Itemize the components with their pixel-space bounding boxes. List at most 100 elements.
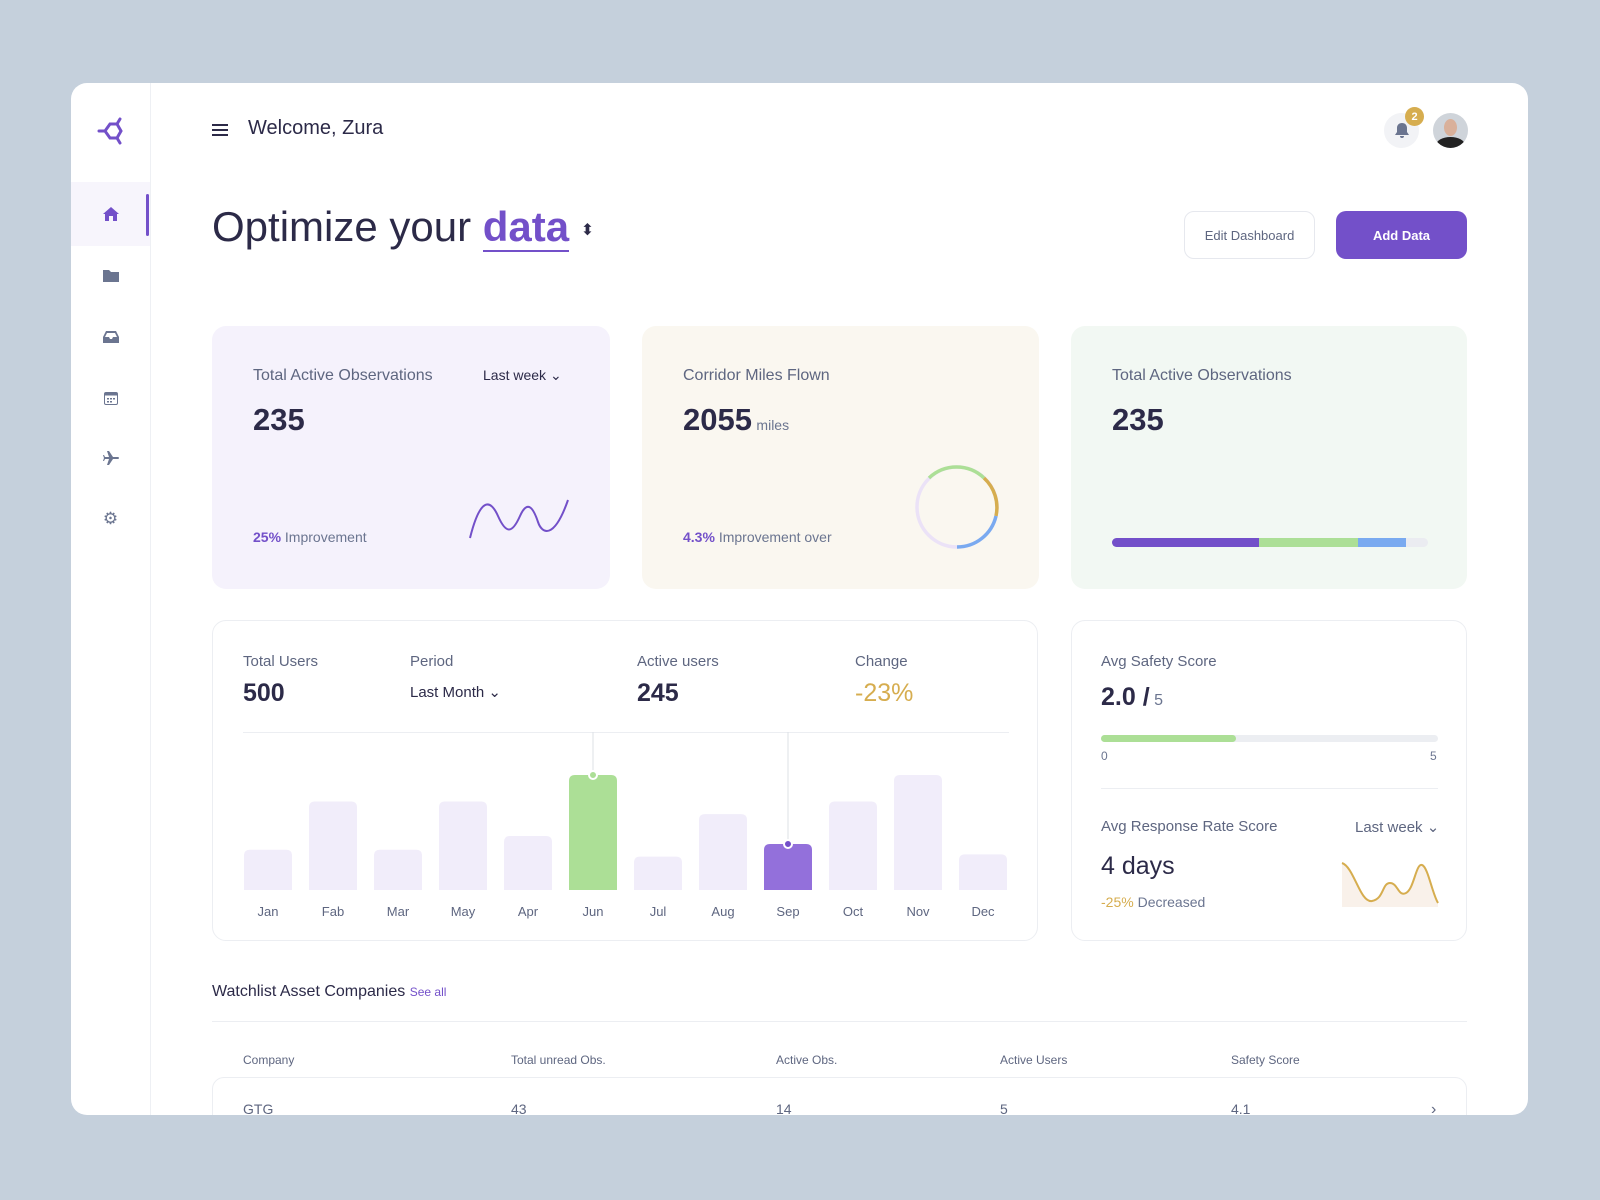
response-period-dropdown[interactable]: Last week ⌄ — [1355, 819, 1440, 836]
total-users-label: Total Users — [243, 653, 319, 670]
sidebar-item-calendar[interactable] — [71, 366, 150, 430]
sidebar-item-flights[interactable] — [71, 426, 150, 490]
progress-segment — [1112, 538, 1259, 547]
segmented-progress-bar — [1112, 538, 1428, 547]
cell-safety: 4.1 — [1231, 1101, 1251, 1115]
period-label: Period — [410, 653, 454, 670]
sort-icon[interactable]: ⬍ — [580, 221, 595, 239]
column-header[interactable]: Company — [243, 1053, 295, 1067]
card-title: Total Active Observations — [253, 367, 433, 384]
miles-card: Corridor Miles Flown 2055 miles 4.3% Imp… — [642, 326, 1039, 589]
card-change: 25% Improvement — [253, 529, 367, 545]
cell-active-users: 5 — [1000, 1101, 1008, 1115]
card-value: 235 — [253, 402, 305, 437]
card-title: Total Active Observations — [1112, 367, 1292, 384]
inbox-icon — [102, 331, 119, 343]
app-window: ⚙ Welcome, Zura 2 Optimize your data ⬍ E… — [71, 83, 1528, 1115]
max-tick: 5 — [1430, 749, 1437, 763]
card-change: 4.3% Improvement over — [683, 529, 832, 545]
plane-icon — [102, 451, 119, 465]
bar-jan[interactable] — [244, 849, 292, 890]
bar-sep[interactable] — [764, 844, 812, 890]
active-indicator — [146, 194, 149, 236]
donut-chart — [915, 465, 999, 549]
cell-unread: 43 — [511, 1101, 527, 1115]
hamburger-menu-icon[interactable] — [212, 123, 228, 137]
bar-aug[interactable] — [699, 814, 747, 890]
progress-segment — [1358, 538, 1406, 547]
observations-card: Total Active Observations Last week ⌄ 23… — [212, 326, 610, 589]
response-label: Avg Response Rate Score — [1101, 818, 1278, 835]
x-tick-label: Jun — [583, 904, 604, 919]
column-header[interactable]: Active Obs. — [776, 1053, 838, 1067]
bell-icon — [1394, 123, 1409, 138]
bar-jun[interactable] — [569, 775, 617, 890]
min-tick: 0 — [1101, 749, 1108, 763]
divider — [212, 1021, 1467, 1022]
divider — [243, 732, 1009, 733]
page-title: Optimize your data ⬍ — [212, 203, 595, 252]
x-tick-label: Mar — [387, 904, 410, 919]
sidebar-item-inbox[interactable] — [71, 305, 150, 369]
chevron-down-icon: ⌄ — [488, 684, 501, 701]
sidebar-item-home[interactable] — [71, 182, 150, 246]
x-tick-label: Sep — [776, 904, 799, 919]
calendar-icon — [103, 392, 118, 405]
x-tick-label: Nov — [906, 904, 930, 919]
response-sparkline — [1341, 862, 1439, 907]
bar-dec[interactable] — [959, 854, 1007, 890]
table-row[interactable] — [212, 1077, 1467, 1115]
see-all-link[interactable]: See all — [409, 985, 447, 999]
x-tick-label: Apr — [518, 904, 539, 919]
active-users-label: Active users — [637, 653, 719, 670]
active-users-value: 245 — [637, 679, 679, 707]
cell-active-obs: 14 — [776, 1101, 792, 1115]
gear-icon: ⚙ — [102, 509, 119, 528]
observations-progress-card: Total Active Observations 235 — [1071, 326, 1467, 589]
add-data-button[interactable]: Add Data — [1336, 211, 1467, 259]
avatar[interactable] — [1433, 113, 1468, 148]
bar-oct[interactable] — [829, 801, 877, 890]
period-dropdown[interactable]: Last Month ⌄ — [410, 684, 501, 701]
change-value: -23% — [855, 679, 914, 707]
safety-label: Avg Safety Score — [1101, 653, 1217, 670]
column-header[interactable]: Total unread Obs. — [511, 1053, 606, 1067]
bar-marker — [783, 839, 793, 849]
column-header[interactable]: Active Users — [1000, 1053, 1068, 1067]
bar-may[interactable] — [439, 801, 487, 890]
safety-progress-bar — [1101, 735, 1438, 742]
welcome-text: Welcome, Zura — [248, 117, 384, 139]
response-value: 4 days — [1101, 852, 1175, 880]
notifications-button[interactable]: 2 — [1384, 107, 1424, 148]
bar-apr[interactable] — [504, 835, 552, 890]
column-header[interactable]: Safety Score — [1231, 1053, 1300, 1067]
chevron-down-icon: ⌄ — [1426, 819, 1440, 836]
sidebar: ⚙ — [71, 83, 151, 1115]
data-selector[interactable]: data — [482, 203, 570, 252]
x-tick-label: Jan — [258, 904, 279, 919]
home-icon — [102, 207, 119, 221]
folder-icon — [102, 269, 119, 282]
edit-dashboard-button[interactable]: Edit Dashboard — [1184, 211, 1315, 259]
chevron-right-icon[interactable]: › — [1431, 1101, 1437, 1115]
card-value: 2055 miles — [683, 402, 790, 437]
period-dropdown[interactable]: Last week ⌄ — [483, 367, 562, 383]
x-tick-label: Aug — [711, 904, 734, 919]
x-tick-label: Dec — [971, 904, 995, 919]
chevron-down-icon: ⌄ — [549, 367, 562, 383]
safety-card: Avg Safety Score 2.0 / 5 0 5 Avg Respons… — [1071, 620, 1467, 941]
bar-marker — [588, 770, 598, 780]
card-value: 235 — [1112, 402, 1164, 437]
x-tick-label: May — [451, 904, 476, 919]
watchlist-title: Watchlist Asset Companies See all — [212, 983, 447, 1000]
response-change: -25% Decreased — [1101, 894, 1206, 910]
x-tick-label: Fab — [322, 904, 344, 919]
logo-icon — [97, 117, 123, 145]
sidebar-item-settings[interactable]: ⚙ — [71, 487, 150, 551]
bar-jul[interactable] — [634, 856, 682, 890]
sidebar-item-folder[interactable] — [71, 243, 150, 307]
bar-nov[interactable] — [894, 775, 942, 890]
bar-fab[interactable] — [309, 801, 357, 890]
bar-mar[interactable] — [374, 849, 422, 890]
sparkline — [469, 499, 569, 539]
